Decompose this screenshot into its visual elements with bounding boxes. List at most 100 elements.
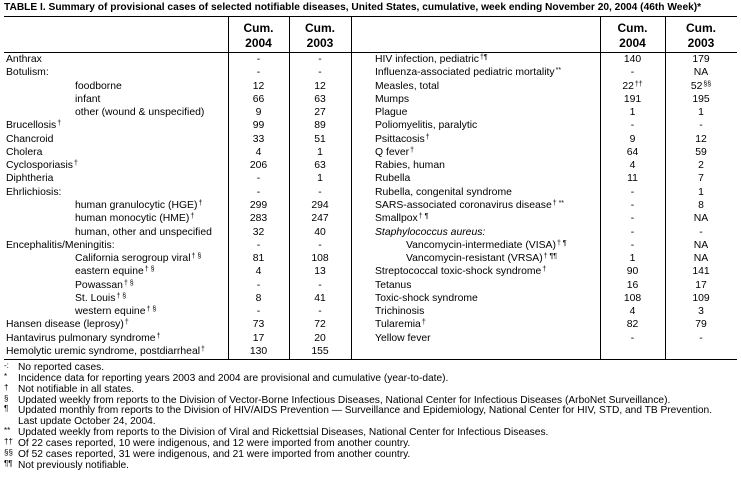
cell: 1	[289, 147, 351, 159]
footnote-mark: †	[124, 319, 129, 327]
cell: 51	[289, 134, 351, 146]
cell-value: 247	[311, 213, 329, 225]
cell-value: 7	[698, 173, 704, 185]
footnote-mark: †¶	[479, 54, 488, 61]
cell-value: 1	[698, 186, 704, 198]
cell-value: 99	[252, 120, 265, 132]
row-label: Hemolytic uremic syndrome, postdiarrheal…	[6, 346, 205, 358]
row-label: Influenza-associated pediatric mortality…	[375, 67, 561, 79]
cell-value: -	[256, 306, 261, 318]
row-label: Hansen disease (leprosy)†	[6, 319, 129, 331]
row-label: St. Louis† §	[75, 293, 126, 305]
label-text: Hantavirus pulmonary syndrome	[6, 332, 156, 344]
label-text: human, other and unspecified	[75, 226, 212, 238]
cell-value: 59	[695, 146, 707, 158]
cell-value: 1	[317, 146, 323, 158]
row-label: Botulism:	[6, 67, 49, 79]
cell-value: 66	[252, 93, 265, 105]
cell: NA	[665, 240, 737, 252]
cell: 79	[665, 319, 737, 331]
column-header: Cum.	[243, 21, 274, 35]
label-text: eastern equine	[75, 266, 144, 278]
cell: -	[665, 227, 737, 239]
cell-value: 82	[626, 319, 639, 331]
cell: -	[600, 240, 665, 252]
label-text: infant	[75, 93, 101, 105]
cell-value: 299	[249, 199, 268, 211]
cell: 11	[600, 173, 665, 185]
cell-value: 11	[627, 173, 638, 185]
cell: 63	[289, 160, 351, 172]
cell: 1	[600, 107, 665, 119]
row-label: Streptococcal toxic-shock syndrome†	[375, 266, 546, 278]
cell-value: NA	[693, 213, 709, 225]
row-label: Measles, total	[375, 81, 439, 93]
cell: -	[665, 120, 737, 132]
label-text: HIV infection, pediatric	[375, 54, 479, 65]
cell-value: 79	[695, 319, 707, 331]
cell-value: 81	[252, 253, 265, 265]
cell: 140	[600, 54, 665, 66]
label-text: California serogroup viral	[75, 253, 191, 265]
cell: 17	[665, 280, 737, 292]
cell-value: -	[318, 239, 322, 251]
label-text: foodborne	[75, 80, 122, 92]
table-title: TABLE I. Summary of provisional cases of…	[4, 2, 702, 13]
cell-value: 51	[314, 133, 326, 145]
cell: -	[228, 280, 289, 292]
cell: -	[228, 187, 289, 199]
rule	[4, 16, 737, 17]
cell-value: -	[699, 226, 703, 238]
label-text: Yellow fever	[375, 332, 431, 344]
footnote-symbol: ¶	[4, 404, 9, 414]
cell: 8	[665, 200, 737, 212]
cell: -	[600, 120, 665, 132]
label-text: Vancomycin-resistant (VRSA)	[406, 253, 543, 265]
cell: 12	[289, 81, 351, 93]
footnote-symbol: **	[4, 426, 11, 436]
cell: 1	[289, 173, 351, 185]
cell-value: 108	[311, 253, 329, 265]
row-label: eastern equine† §	[75, 266, 154, 278]
cell: 13	[289, 266, 351, 278]
cell-value: 73	[252, 319, 265, 331]
label-text: Ehrlichiosis:	[6, 186, 62, 198]
cell: 294	[289, 200, 351, 212]
cell: -	[289, 306, 351, 318]
label-text: Anthrax	[6, 54, 42, 65]
cell-value: 1	[317, 173, 323, 185]
row-label: Psittacosis†	[375, 134, 430, 146]
label-text: Staphylococcus aureus:	[375, 226, 486, 238]
cell-value: 140	[623, 54, 642, 65]
column-header: 2003	[306, 36, 334, 50]
cell: -	[600, 227, 665, 239]
cell-value: -	[630, 332, 635, 344]
cell-value: 155	[311, 345, 329, 357]
cell-value: -	[318, 306, 322, 318]
cell-value: 141	[692, 266, 710, 278]
column-header: 2003	[687, 36, 715, 50]
cell: NA	[665, 213, 737, 225]
cell: NA	[665, 253, 737, 265]
cell: -	[289, 280, 351, 292]
cell: 73	[228, 319, 289, 331]
cell: 16	[600, 280, 665, 292]
cell: 52§§	[665, 81, 737, 93]
footnote-text: Updated weekly from reports to the Divis…	[18, 427, 549, 439]
footnote-symbol: -:	[4, 361, 9, 370]
cell-value: 179	[692, 54, 710, 65]
cell-value: 33	[252, 133, 265, 145]
cell-value: -	[318, 279, 322, 291]
cell: 82	[600, 319, 665, 331]
cell-value: -	[630, 120, 635, 132]
cell-value: 294	[311, 199, 329, 211]
column-header: Cum.	[305, 21, 335, 35]
label-text: Psittacosis	[375, 133, 425, 145]
cell: 9	[600, 134, 665, 146]
cell-value: 90	[626, 266, 639, 278]
column-rule	[351, 16, 352, 359]
cell: -	[289, 54, 351, 66]
row-label: Yellow fever	[375, 333, 431, 345]
cell-value: 40	[314, 226, 326, 238]
